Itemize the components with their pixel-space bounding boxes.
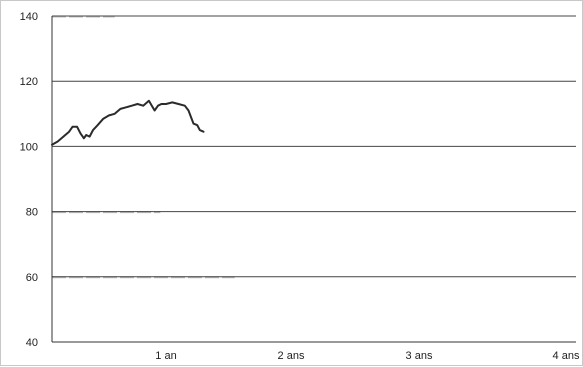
x-tick-labels: 1 an 2 ans 3 ans 4 ans — [155, 350, 580, 362]
gridlines — [52, 15, 576, 278]
y-tick-labels: 40 60 80 100 120 140 — [20, 11, 38, 349]
series-lines — [51, 99, 205, 146]
y-tick-label-40: 40 — [26, 337, 38, 349]
x-tick-label-1: 1 an — [155, 350, 176, 362]
y-tick-label-60: 60 — [26, 272, 38, 284]
series-line-0 — [51, 99, 205, 146]
x-tick-label-3: 3 ans — [406, 350, 433, 362]
x-tick-label-4: 4 ans — [553, 350, 580, 362]
axes — [51, 16, 576, 343]
y-tick-label-80: 80 — [26, 207, 38, 219]
y-tick-label-120: 120 — [20, 76, 38, 88]
x-tick-label-2: 2 ans — [278, 350, 305, 362]
y-tick-label-100: 100 — [20, 141, 38, 153]
y-tick-label-140: 140 — [20, 11, 38, 23]
